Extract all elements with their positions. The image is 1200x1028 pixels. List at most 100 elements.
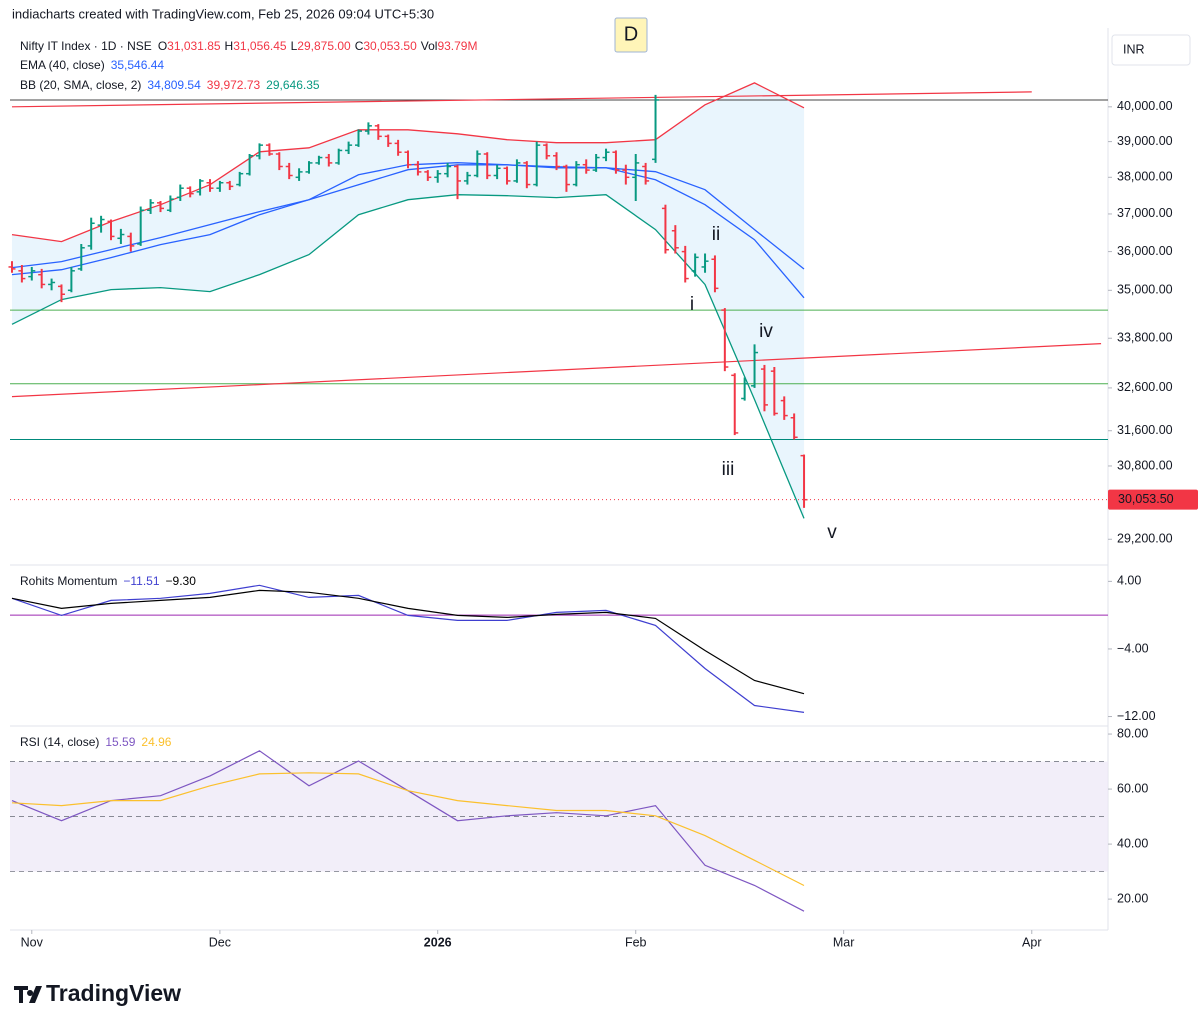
ohlc-bar (226, 180, 234, 191)
legend-value: 24.96 (141, 735, 171, 749)
currency-box[interactable] (1111, 34, 1191, 66)
ohlc-bar (681, 245, 689, 283)
ema-line (11, 164, 805, 270)
legend-value: 29,646.35 (266, 78, 320, 92)
ohlc-bar (305, 161, 313, 174)
wave-label: iv (759, 321, 773, 342)
ohlc-bar (780, 396, 788, 420)
ohlc-bar (473, 150, 481, 178)
ohlc-bar (463, 171, 471, 185)
ohlc-bar (275, 152, 283, 171)
legend-key: L (291, 39, 298, 53)
x-tick-label: Nov (21, 935, 44, 949)
ohlc-bar (206, 179, 214, 192)
ohlc-bar (18, 265, 26, 283)
ohlc-bar (790, 413, 798, 440)
ohlc-bar (444, 162, 452, 178)
legend-title: RSI (14, close) (20, 735, 99, 749)
ohlc-bar (731, 373, 739, 436)
y-tick-label: 36,000.00 (1117, 244, 1173, 258)
ohlc-bar (642, 162, 650, 185)
event-marker (614, 17, 648, 53)
wave-label: ii (712, 224, 720, 245)
ohlc-bar (335, 148, 343, 165)
ohlc-bar (661, 204, 669, 254)
y-tick-label: 4.00 (1117, 574, 1141, 588)
ohlc-bar (632, 153, 640, 202)
legend-title: EMA (40, close) (20, 58, 105, 72)
y-tick-label: 80.00 (1117, 726, 1148, 740)
legend-key: O (158, 39, 167, 53)
ohlc-bar (612, 150, 620, 174)
y-tick-label: 30,800.00 (1117, 458, 1173, 472)
legend-value: 31,056.45 (233, 39, 287, 53)
ohlc-bar (721, 308, 729, 372)
ohlc-bar (156, 201, 164, 213)
ohlc-bar (265, 143, 273, 156)
ohlc-bar (295, 168, 303, 181)
ohlc-bar (543, 143, 551, 160)
ohlc-bar (533, 141, 541, 187)
y-tick-label: 39,000.00 (1117, 134, 1173, 148)
last-price-tag (1108, 489, 1198, 510)
x-tick-label: Dec (209, 935, 231, 949)
logo: TradingView (14, 980, 181, 1006)
ohlc-bar (751, 344, 759, 388)
ohlc-bar (147, 199, 155, 214)
ohlc-bar (434, 170, 442, 183)
x-tick-label: 2026 (424, 935, 452, 949)
y-tick-label: 40,000.00 (1117, 99, 1173, 113)
ohlc-bar (602, 148, 610, 162)
ohlc-bar (285, 162, 293, 180)
legend-value: −11.51 (123, 574, 159, 588)
ohlc-bar (760, 364, 768, 412)
legend: Rohits Momentum −11.51 −9.30 (20, 574, 196, 588)
ohlc-bar (216, 180, 224, 192)
ohlc-bar (652, 94, 660, 163)
wave-label: i (690, 294, 694, 315)
legend-value: 15.59 (105, 735, 135, 749)
y-tick-label: 60.00 (1117, 781, 1148, 795)
ohlc-bar (592, 153, 600, 172)
ohlc-bar (117, 228, 125, 244)
ohlc-bar (28, 266, 36, 281)
ohlc-bar (770, 367, 778, 416)
ohlc-bar (77, 243, 85, 271)
y-tick-label: 38,000.00 (1117, 170, 1173, 184)
trend-line (11, 343, 1102, 398)
y-tick-label: 40.00 (1117, 836, 1148, 850)
ohlc-bar (166, 195, 174, 213)
ohlc-bar (523, 161, 531, 189)
x-tick-label: Feb (625, 935, 647, 949)
ohlc-bar (325, 153, 333, 167)
legend-value: 35,546.44 (111, 58, 165, 72)
legend-key: C (355, 39, 364, 53)
ohlc-bar (711, 255, 719, 293)
ohlc-bar (57, 284, 65, 303)
ohlc-bar (87, 217, 95, 250)
y-tick-label: 31,600.00 (1117, 423, 1173, 437)
legend: RSI (14, close) 15.59 24.96 (20, 735, 172, 749)
ohlc-bar (562, 164, 570, 192)
indicator-line (11, 589, 805, 695)
y-tick-label: 20.00 (1117, 891, 1148, 905)
ohlc-bar (137, 206, 145, 246)
ohlc-bar (404, 150, 412, 169)
currency[interactable]: INR (1123, 42, 1145, 56)
event-marker-label: D (624, 23, 638, 45)
legend-title: Nifty IT Index · 1D · NSE (20, 39, 152, 53)
ohlc-bar (315, 155, 323, 165)
legend-value: −9.30 (166, 574, 197, 588)
legend: Nifty IT Index · 1D · NSE O31,031.85 H31,0… (20, 39, 477, 53)
ohlc-bar (503, 166, 511, 185)
y-tick-label: 35,000.00 (1117, 283, 1173, 297)
legend-value: 93.79M (437, 39, 477, 53)
ohlc-bar (97, 215, 105, 233)
ohlc-bar (741, 377, 749, 401)
legend-value: 31,031.85 (167, 39, 221, 53)
legend-value: 34,809.54 (147, 78, 201, 92)
legend-title: Rohits Momentum (20, 574, 117, 588)
ohlc-bar (483, 152, 491, 180)
